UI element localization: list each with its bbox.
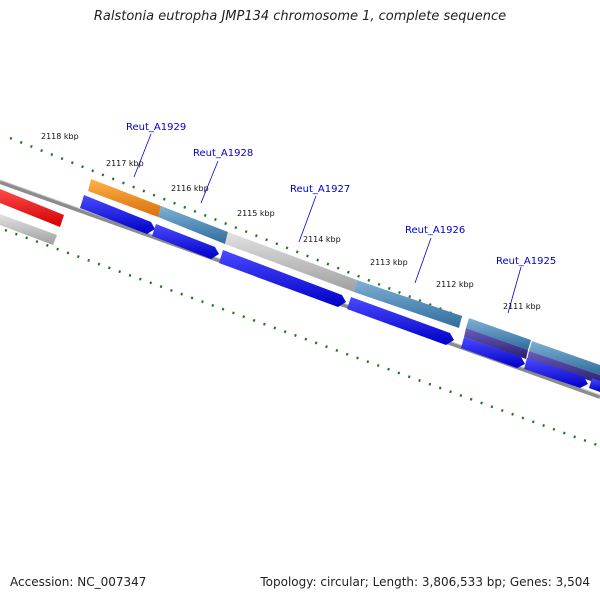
cds-arrow-3[interactable] [219,250,346,307]
kbp-labels: 2118 kbp 2117 kbp 2116 kbp 2115 kbp 2114… [41,132,541,311]
gene-label[interactable]: Reut_A1928 [193,148,253,159]
cds-arrow-5[interactable] [461,337,525,368]
gene-label-lines [133,133,522,314]
gene-label[interactable]: Reut_A1927 [290,184,350,195]
kbp-label: 2114 kbp [303,235,341,244]
kbp-label: 2115 kbp [237,209,275,218]
gene-label[interactable]: Reut_A1925 [496,256,556,267]
accession-text: Accession: NC_007347 [10,575,147,589]
feature-purple-2[interactable] [527,351,600,384]
cds-arrow-2[interactable] [152,224,219,259]
kbp-label: 2118 kbp [41,132,79,141]
feature-steel-1[interactable] [158,206,228,244]
map-title: Ralstonia eutropha JMP134 chromosome 1, … [93,9,507,24]
feature-gray-large[interactable] [225,232,357,292]
feature-red[interactable] [0,189,64,227]
topology-summary-text: Topology: circular; Length: 3,806,533 bp… [260,575,590,589]
feature-steel-3[interactable] [466,318,531,350]
kbp-label: 2117 kbp [106,159,144,168]
cds-arrow-1[interactable] [80,195,155,234]
kbp-label: 2113 kbp [370,258,408,267]
feature-steel-4[interactable] [529,341,600,375]
cds-arrow-7[interactable] [589,378,600,392]
gene-label[interactable]: Reut_A1926 [405,225,465,236]
feature-steel-2[interactable] [354,280,462,328]
kbp-label: 2111 kbp [503,302,541,311]
gene-labels: Reut_A1929 Reut_A1928 Reut_A1927 Reut_A1… [126,122,556,267]
cds-arrow-6[interactable] [524,358,588,388]
kbp-label: 2112 kbp [436,280,474,289]
feature-gray-left[interactable] [0,214,57,245]
feature-orange[interactable] [88,179,161,217]
feature-purple-1[interactable] [464,328,528,359]
kbp-label: 2116 kbp [171,184,209,193]
cds-arrow-4[interactable] [347,297,454,345]
gene-label[interactable]: Reut_A1929 [126,122,186,133]
